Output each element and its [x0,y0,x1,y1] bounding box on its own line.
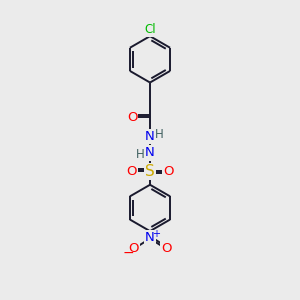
Text: +: + [152,229,160,239]
Text: S: S [145,164,155,179]
Text: O: O [128,242,139,255]
Text: H: H [136,148,145,161]
Text: O: O [126,165,137,178]
Text: N: N [145,146,155,160]
Text: N: N [145,231,155,244]
Text: N: N [145,130,155,143]
Text: O: O [127,111,137,124]
Text: −: − [122,246,134,260]
Text: H: H [155,128,164,141]
Text: Cl: Cl [144,23,156,36]
Text: O: O [161,242,172,255]
Text: O: O [163,165,174,178]
